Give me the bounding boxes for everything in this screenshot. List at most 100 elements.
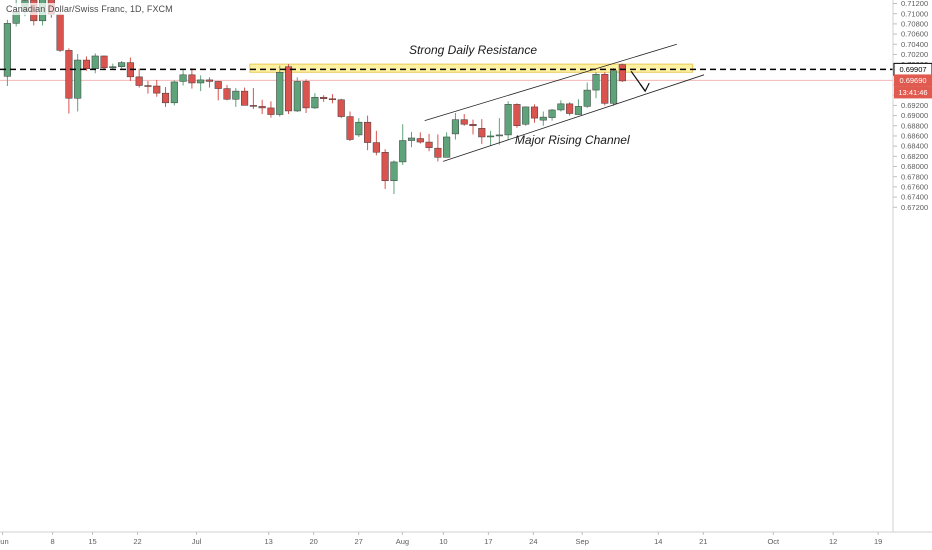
current-price-tag-bg <box>894 74 932 87</box>
symbol-title: Canadian Dollar/Swiss Franc, 1D, FXCM <box>4 3 175 15</box>
candle-body <box>618 64 626 82</box>
candle <box>390 160 398 195</box>
candle <box>399 124 407 165</box>
y-tick-label: 0.68400 <box>901 142 928 151</box>
candle-body <box>337 99 345 117</box>
candle-body <box>451 119 459 135</box>
x-tick-label: Aug <box>396 537 409 546</box>
candle <box>610 68 618 106</box>
candle <box>74 53 82 112</box>
y-tick-label: 0.70800 <box>901 19 928 28</box>
resistance-price-tag: 0.69907 <box>893 62 932 76</box>
candle <box>91 53 99 74</box>
candle-body <box>100 55 108 68</box>
candle-body <box>170 81 178 104</box>
candle <box>241 87 249 106</box>
x-tick-label: Oct <box>767 537 780 546</box>
candle <box>65 48 73 114</box>
y-tick-label: 0.67400 <box>901 193 928 202</box>
candle <box>434 134 442 162</box>
candle <box>214 80 222 101</box>
candle <box>539 111 547 126</box>
channel-upper-line <box>424 43 677 122</box>
candle-body <box>557 103 565 111</box>
x-tick-label: 17 <box>484 537 492 546</box>
candle-body <box>425 141 433 148</box>
candle <box>232 88 240 107</box>
x-tick-label: 19 <box>874 537 882 546</box>
candle <box>355 118 363 137</box>
y-tick-label: 0.71000 <box>901 9 928 18</box>
candle <box>170 80 178 106</box>
candle-body <box>328 98 336 101</box>
candle <box>495 118 503 145</box>
candle-body <box>583 89 591 107</box>
candle-body <box>522 106 530 125</box>
y-tick-label: 0.70400 <box>901 40 928 49</box>
y-tick-label: 0.68000 <box>901 162 928 171</box>
candle-body <box>223 88 231 100</box>
candle <box>3 19 11 87</box>
y-tick-label: 0.70600 <box>901 30 928 39</box>
x-tick-label: 8 <box>50 537 54 546</box>
candle-body <box>144 85 152 87</box>
candle-body <box>390 161 398 182</box>
candle-body <box>346 116 354 140</box>
candle-body <box>530 106 539 119</box>
candle <box>425 133 433 152</box>
y-tick-label: 0.70200 <box>901 50 928 59</box>
candle <box>276 65 284 117</box>
y-tick-label: 0.69200 <box>901 101 928 110</box>
candle-body <box>135 76 143 86</box>
candle-body <box>513 104 521 127</box>
candle <box>328 94 336 104</box>
candle <box>487 130 495 147</box>
candle-body <box>284 66 293 112</box>
candle-body <box>539 116 547 121</box>
candle-body <box>311 96 319 109</box>
candle-body <box>548 109 556 118</box>
candle <box>293 77 301 113</box>
candle <box>416 132 424 144</box>
candle-body <box>407 137 416 141</box>
candle <box>548 108 556 121</box>
candle-body <box>249 105 257 107</box>
candle-body <box>372 142 380 153</box>
candle <box>566 102 574 116</box>
candle-body <box>443 136 451 158</box>
candle-body <box>399 140 407 163</box>
candle-body <box>416 138 424 143</box>
candle <box>469 119 477 135</box>
candle <box>504 101 512 140</box>
candle <box>267 101 275 118</box>
candle-body <box>381 151 389 182</box>
y-tick-label: 0.67600 <box>901 182 928 191</box>
candle <box>82 56 91 71</box>
candle <box>601 72 609 106</box>
candle <box>592 72 600 99</box>
y-tick-label: 0.68800 <box>901 121 928 130</box>
candle <box>135 68 143 88</box>
x-tick-label: 10 <box>439 537 447 546</box>
candle-body <box>267 107 275 115</box>
candle-body <box>109 66 117 68</box>
candle-body <box>592 74 600 91</box>
candle <box>311 93 319 109</box>
x-tick-label: 15 <box>88 537 96 546</box>
y-tick-label: 0.71200 <box>901 0 928 8</box>
candle <box>56 10 64 52</box>
candle <box>302 79 310 114</box>
candle-body <box>601 74 609 104</box>
candle <box>364 115 372 151</box>
candle <box>205 77 214 88</box>
candle <box>249 88 257 109</box>
candle <box>443 132 451 158</box>
time-axis[interactable]: Jun 8 15 22 Jul 13 20 27 Aug 10 17 24 Sep 14 21 Oct 12 19 <box>0 531 932 546</box>
candle-body <box>504 104 512 136</box>
y-tick-label: 0.67200 <box>901 203 928 212</box>
candle <box>460 114 468 126</box>
resistance-zone-layer <box>249 63 694 73</box>
